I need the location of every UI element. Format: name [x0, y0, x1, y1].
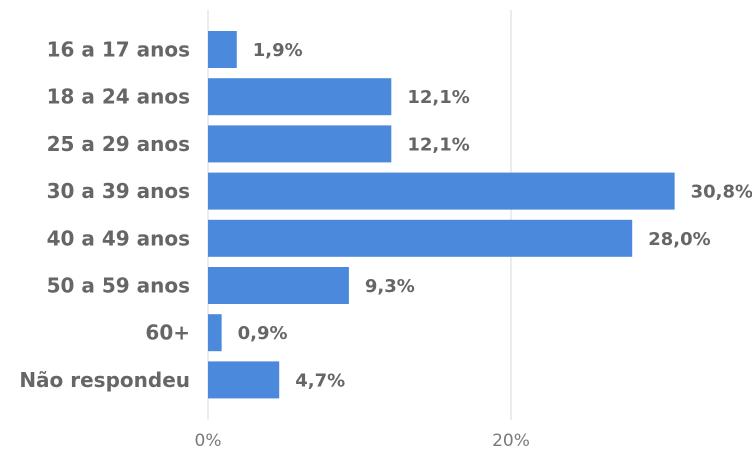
category-label: 30 a 39 anos: [47, 179, 190, 203]
value-label: 28,0%: [648, 229, 710, 250]
value-label: 30,8%: [691, 182, 752, 203]
value-label: 1,9%: [253, 40, 303, 61]
value-label: 4,7%: [295, 370, 345, 391]
bars: [208, 31, 675, 399]
category-label: 18 a 24 anos: [47, 85, 190, 109]
bar: [208, 31, 237, 68]
bar: [208, 172, 675, 210]
value-labels: 1,9% 12,1% 12,1% 30,8% 28,0% 9,3% 0,9% 4,7%: [238, 40, 752, 391]
bar: [208, 78, 392, 116]
value-label: 0,9%: [238, 323, 288, 344]
category-label: 60+: [145, 321, 190, 345]
category-label: 50 a 59 anos: [47, 274, 190, 298]
x-axis-ticks: 0% 20%: [195, 431, 530, 449]
gridlines: [207, 10, 512, 420]
value-label: 9,3%: [365, 276, 415, 297]
category-label: 25 a 29 anos: [47, 132, 190, 156]
x-tick-label: 0%: [195, 431, 222, 449]
value-label: 12,1%: [407, 87, 469, 108]
x-tick-label: 20%: [492, 431, 530, 449]
bar: [208, 314, 222, 352]
bar: [208, 361, 280, 399]
value-label: 12,1%: [407, 134, 469, 155]
category-label: 40 a 49 anos: [47, 226, 190, 250]
category-label: Não respondeu: [19, 368, 190, 392]
category-label: 16 a 17 anos: [47, 38, 190, 62]
bar: [208, 267, 349, 304]
bar: [208, 125, 392, 163]
bar: [208, 219, 633, 257]
category-labels: 16 a 17 anos 18 a 24 anos 25 a 29 anos 30 a…: [19, 38, 190, 392]
